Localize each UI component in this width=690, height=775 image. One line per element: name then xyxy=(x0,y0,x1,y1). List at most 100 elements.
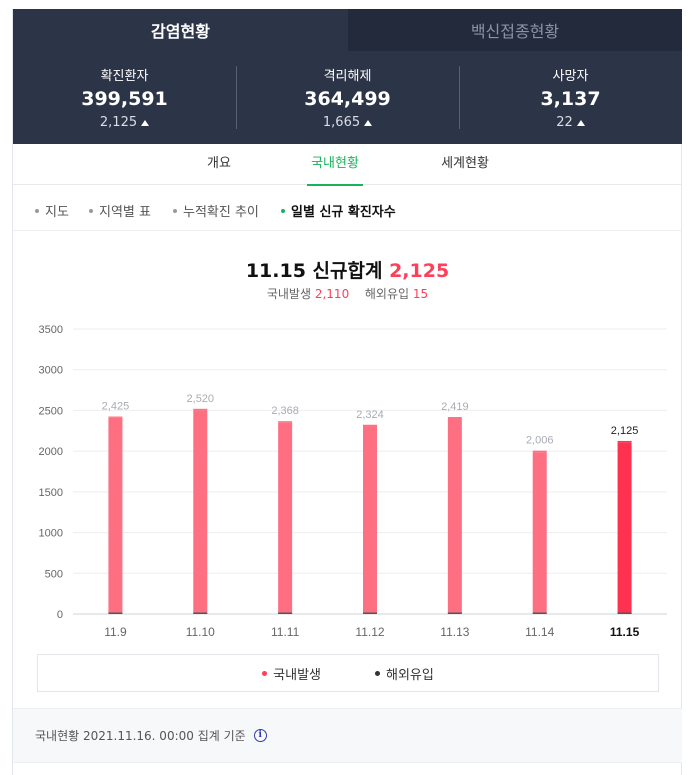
bullet-icon xyxy=(89,208,93,213)
view-selector: 지도 지역별 표 누적확진 추이 일별 신규 확진자수 xyxy=(13,185,682,231)
stat-deaths-label: 사망자 xyxy=(552,69,589,84)
tab-infection-status[interactable]: 감염현황 xyxy=(13,9,348,51)
x-tick-label: 11.11 xyxy=(271,625,300,639)
chip-cumulative-trend[interactable]: 누적확진 추이 xyxy=(173,201,259,220)
footer-text: 국내현황 2021.11.16. 00:00 집계 기준 xyxy=(35,729,246,743)
tab-global[interactable]: 세계현황 xyxy=(441,156,489,171)
stat-released-delta-value: 1,665 xyxy=(322,115,361,130)
data-label: 2,368 xyxy=(271,405,299,417)
data-label: 2,425 xyxy=(102,401,130,413)
bullet-icon xyxy=(281,208,285,213)
bar-overseas xyxy=(532,450,547,453)
bar-overseas-base xyxy=(363,612,377,614)
bar-overseas-base xyxy=(617,612,632,614)
stat-confirmed-delta-value: 2,125 xyxy=(99,115,138,130)
tab-domestic[interactable]: 국내현황 xyxy=(307,144,363,186)
bar-domestic xyxy=(617,442,632,614)
x-tick-label: 11.15 xyxy=(610,625,640,639)
overseas-value: 15 xyxy=(412,287,429,301)
y-tick-label: 2000 xyxy=(39,446,63,458)
stats-row: 확진환자 399,591 2,125 격리해제 364,499 1,665 사망… xyxy=(13,51,682,144)
legend-overseas[interactable]: 해외유입 xyxy=(375,664,434,683)
stat-deaths-delta: 22 xyxy=(556,115,585,130)
bullet-icon xyxy=(35,208,39,213)
chart-title: 11.15 신규합계 2,125 xyxy=(13,256,682,283)
status-header: 감염현황 백신접종현황 확진환자 399,591 2,125 격리해제 364,… xyxy=(13,9,682,144)
chip-map[interactable]: 지도 xyxy=(35,201,69,220)
chart-title-total: 2,125 xyxy=(389,260,450,282)
info-icon[interactable]: i xyxy=(253,729,267,742)
bar-domestic xyxy=(193,410,208,614)
domestic-value: 2,110 xyxy=(314,287,350,301)
data-label: 2,520 xyxy=(187,393,215,405)
y-tick-label: 3500 xyxy=(39,324,63,336)
covid-status-widget: 감염현황 백신접종현황 확진환자 399,591 2,125 격리해제 364,… xyxy=(12,9,682,775)
x-tick-label: 11.9 xyxy=(104,625,127,639)
x-tick-label: 11.14 xyxy=(525,625,554,639)
data-label: 2,419 xyxy=(441,401,469,413)
bar-overseas-base xyxy=(278,612,293,614)
stat-released: 격리해제 364,499 1,665 xyxy=(236,51,459,144)
chip-map-label: 지도 xyxy=(45,205,69,220)
bar-domestic xyxy=(278,422,293,614)
tab-vaccination-status[interactable]: 백신접종현황 xyxy=(348,9,682,51)
y-tick-label: 3000 xyxy=(39,365,63,377)
bar-overseas xyxy=(617,440,632,443)
stat-released-delta: 1,665 xyxy=(322,115,373,130)
y-tick-label: 1000 xyxy=(39,528,63,540)
y-tick-label: 500 xyxy=(45,568,63,580)
bar-overseas xyxy=(108,416,123,418)
overseas-label: 해외유입 xyxy=(364,287,410,301)
daily-cases-chart: 3500 3000 2500 2000 1500 1000 500 0 2,425 11.9 2,5… xyxy=(39,324,667,639)
chip-region-table[interactable]: 지역별 표 xyxy=(89,201,151,220)
data-label: 2,125 xyxy=(611,425,639,437)
stat-confirmed-label: 확진환자 xyxy=(100,69,149,84)
arrow-up-icon xyxy=(141,119,150,126)
legend-overseas-label: 해외유입 xyxy=(386,667,434,683)
bar-domestic xyxy=(447,418,462,614)
x-tick-label: 11.13 xyxy=(440,625,469,639)
chip-daily-new-label: 일별 신규 확진자수 xyxy=(291,205,396,220)
bar-overseas xyxy=(363,424,377,427)
y-tick-label: 2500 xyxy=(39,405,63,417)
bar-overseas xyxy=(278,421,293,423)
stat-confirmed-delta: 2,125 xyxy=(99,115,150,130)
chart-subtitle: 국내발생 2,110 해외유입 15 xyxy=(13,285,682,302)
bar-overseas-base xyxy=(447,612,462,614)
bar-domestic xyxy=(363,426,377,614)
stat-released-value: 364,499 xyxy=(304,88,391,110)
bar-domestic xyxy=(108,417,123,614)
bar-overseas-base xyxy=(532,612,547,614)
stat-released-label: 격리해제 xyxy=(323,69,372,84)
chip-region-table-label: 지역별 표 xyxy=(99,205,151,220)
bullet-icon xyxy=(173,208,177,213)
chart-legend: 국내발생 해외유입 xyxy=(37,654,659,692)
y-tick-label: 0 xyxy=(57,609,63,621)
domestic-label: 국내발생 xyxy=(266,287,312,301)
chart-title-prefix: 11.15 신규합계 xyxy=(245,260,383,282)
bar-overseas xyxy=(447,417,462,419)
x-tick-label: 11.10 xyxy=(186,625,215,639)
x-tick-label: 11.12 xyxy=(355,625,384,639)
top-tab-bar: 감염현황 백신접종현황 xyxy=(13,9,682,51)
stat-confirmed-value: 399,591 xyxy=(81,88,168,110)
legend-overseas-dot xyxy=(375,670,380,676)
arrow-up-icon xyxy=(576,119,585,126)
stat-deaths-value: 3,137 xyxy=(540,88,601,110)
legend-domestic[interactable]: 국내발생 xyxy=(262,664,321,683)
bar-overseas-base xyxy=(193,612,208,614)
sub-tab-bar: 개요 국내현황 세계현황 xyxy=(13,144,682,186)
y-tick-label: 1500 xyxy=(39,487,63,499)
bar-overseas-base xyxy=(108,612,123,614)
data-label: 2,006 xyxy=(526,435,554,447)
chip-daily-new[interactable]: 일별 신규 확진자수 xyxy=(281,201,396,220)
tab-overview[interactable]: 개요 xyxy=(207,156,231,171)
chip-cumulative-trend-label: 누적확진 추이 xyxy=(183,205,259,220)
bar-overseas xyxy=(193,408,208,411)
stat-deaths-delta-value: 22 xyxy=(556,115,573,130)
legend-domestic-dot xyxy=(262,670,268,676)
stat-confirmed: 확진환자 399,591 2,125 xyxy=(13,51,236,144)
data-label: 2,324 xyxy=(356,409,384,421)
bar-domestic xyxy=(532,452,547,614)
legend-domestic-label: 국내발생 xyxy=(273,667,321,683)
